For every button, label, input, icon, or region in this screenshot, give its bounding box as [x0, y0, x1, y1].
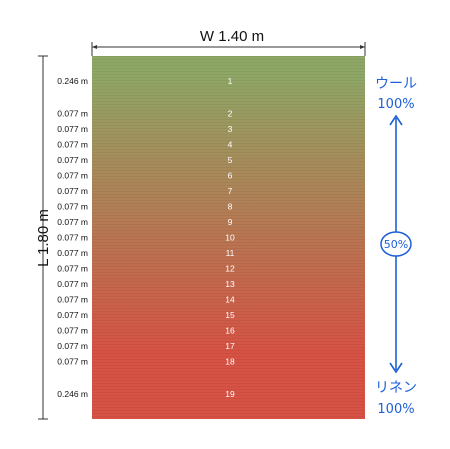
row-number: 4 [228, 139, 233, 149]
row-height-label: 0.077 m [57, 201, 88, 211]
top-percent-label: 100% [377, 97, 414, 112]
row-height-label: 0.077 m [57, 186, 88, 196]
length-label: L 1.80 m [35, 209, 52, 267]
row-number: 8 [228, 201, 233, 211]
annotation-arrow-down-head [389, 362, 403, 374]
row-height-label: 0.077 m [57, 295, 88, 305]
row-number: 5 [228, 155, 233, 165]
row-height-label: 0.077 m [57, 310, 88, 320]
row-height-label: 0.077 m [57, 124, 88, 134]
material-annotation: ウール 100% 50% リネン 100% [375, 76, 417, 417]
width-label: W 1.40 m [200, 28, 264, 45]
row-height-label: 0.077 m [57, 233, 88, 243]
row-number: 10 [225, 233, 235, 243]
row-number: 2 [228, 108, 233, 118]
row-height-label: 0.077 m [57, 341, 88, 351]
row-number: 15 [225, 310, 235, 320]
row-height-label: 0.246 m [57, 76, 88, 86]
row-number: 18 [225, 357, 235, 367]
row-number: 16 [225, 326, 235, 336]
width-dimension [91, 42, 366, 56]
row-height-label: 0.077 m [57, 139, 88, 149]
row-number: 17 [225, 341, 235, 351]
row-number: 9 [228, 217, 233, 227]
row-number: 3 [228, 124, 233, 134]
row-number: 19 [225, 389, 235, 399]
annotation-arrow-up-head [389, 114, 403, 126]
row-height-label: 0.077 m [57, 264, 88, 274]
bottom-percent-label: 100% [377, 402, 414, 417]
row-height-label: 0.077 m [57, 217, 88, 227]
row-height-label: 0.077 m [57, 357, 88, 367]
row-number: 7 [228, 186, 233, 196]
row-height-label: 0.077 m [57, 155, 88, 165]
row-height-labels: 0.246 m 0.077 m 0.077 m 0.077 m 0.077 m 0.077… [57, 76, 88, 399]
row-number: 12 [225, 264, 235, 274]
row-number: 13 [225, 279, 235, 289]
length-dimension [38, 55, 48, 420]
row-height-label: 0.077 m [57, 326, 88, 336]
width-arrow-right [360, 45, 365, 49]
row-height-label: 0.077 m [57, 108, 88, 118]
row-number: 14 [225, 295, 235, 305]
row-number: 6 [228, 170, 233, 180]
middle-percent-label: 50% [384, 238, 408, 251]
blanket [92, 56, 365, 419]
stripe-texture [92, 56, 365, 419]
width-arrow-left [92, 45, 97, 49]
row-height-label: 0.246 m [57, 389, 88, 399]
bottom-material-label: リネン [375, 380, 417, 396]
row-number: 1 [228, 76, 233, 86]
row-height-label: 0.077 m [57, 279, 88, 289]
row-height-label: 0.077 m [57, 170, 88, 180]
row-number: 11 [226, 248, 235, 258]
row-height-label: 0.077 m [57, 248, 88, 258]
top-material-label: ウール [375, 76, 417, 92]
